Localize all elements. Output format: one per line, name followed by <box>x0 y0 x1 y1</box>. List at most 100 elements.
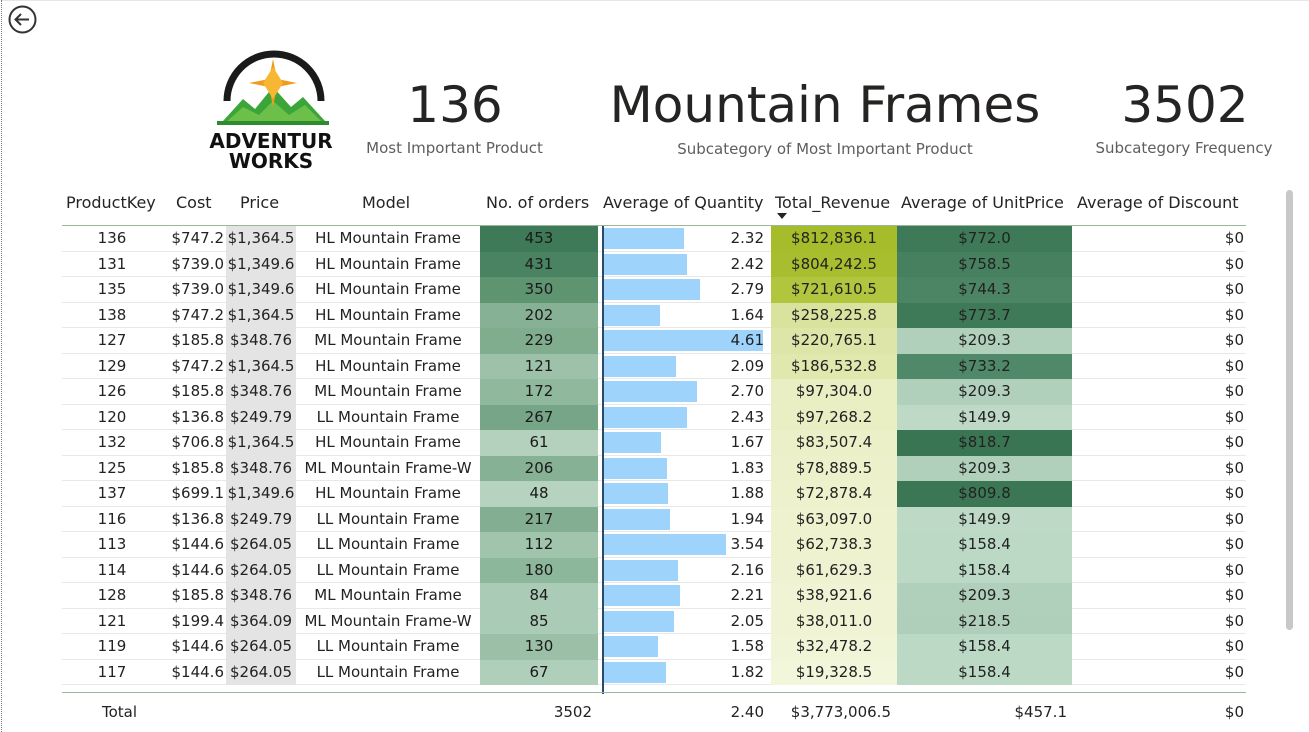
total-discount: $0 <box>1072 699 1244 725</box>
cell-productkey: 128 <box>62 583 162 609</box>
quantity-bar <box>603 279 700 300</box>
header-price[interactable]: Price <box>240 192 279 214</box>
header-cost[interactable]: Cost <box>176 192 212 214</box>
cell-average-of-discount: $0 <box>1072 226 1244 252</box>
cell-productkey: 138 <box>62 303 162 329</box>
header-no-of-orders[interactable]: No. of orders <box>486 192 589 214</box>
cell-cost: $739.0 <box>162 277 228 303</box>
cell-productkey: 116 <box>62 507 162 533</box>
table-row[interactable]: 125 $185.8 $348.76 ML Mountain Frame-W 206 1.… <box>62 456 1246 482</box>
table-row[interactable]: 128 $185.8 $348.76 ML Mountain Frame 84 2.21 $… <box>62 583 1246 609</box>
cell-productkey: 125 <box>62 456 162 482</box>
total-unitprice: $457.1 <box>897 699 1067 725</box>
header-average-of-unitprice[interactable]: Average of UnitPrice <box>901 192 1064 214</box>
arrow-left-circle-icon <box>8 5 38 35</box>
cell-model: LL Mountain Frame <box>298 532 478 558</box>
table-row[interactable]: 120 $136.8 $249.79 LL Mountain Frame 267 2.43… <box>62 405 1246 431</box>
total-label: Total <box>102 699 182 725</box>
table-row[interactable]: 138 $747.2 $1,364.5 HL Mountain Frame 202 1.6… <box>62 303 1246 329</box>
quantity-value: 2.09 <box>731 354 764 379</box>
quantity-value: 4.61 <box>731 328 764 353</box>
table-row[interactable]: 126 $185.8 $348.76 ML Mountain Frame 172 2.70… <box>62 379 1246 405</box>
cell-model: LL Mountain Frame <box>298 660 478 686</box>
cell-average-of-quantity: 2.09 <box>600 354 766 380</box>
cell-no-of-orders: 130 <box>480 634 598 660</box>
table-row[interactable]: 131 $739.0 $1,349.6 HL Mountain Frame 431 2.4… <box>62 252 1246 278</box>
cell-average-of-unitprice: $209.3 <box>897 583 1072 609</box>
cell-price: $1,364.5 <box>226 226 296 252</box>
cell-average-of-quantity: 2.43 <box>600 405 766 431</box>
table-row[interactable]: 119 $144.6 $264.05 LL Mountain Frame 130 1.58… <box>62 634 1246 660</box>
cell-no-of-orders: 61 <box>480 430 598 456</box>
quantity-bar <box>603 662 666 683</box>
table-row[interactable]: 135 $739.0 $1,349.6 HL Mountain Frame 350 2.7… <box>62 277 1246 303</box>
kpi-most-important-product-label: Most Important Product <box>352 139 557 157</box>
cell-price: $249.79 <box>226 405 296 431</box>
header-average-of-discount[interactable]: Average of Discount <box>1077 192 1239 214</box>
cell-productkey: 117 <box>62 660 162 686</box>
quantity-value: 2.21 <box>731 583 764 608</box>
cell-average-of-unitprice: $744.3 <box>897 277 1072 303</box>
header-model[interactable]: Model <box>362 192 410 214</box>
header-productkey[interactable]: ProductKey <box>66 192 156 214</box>
cell-average-of-unitprice: $809.8 <box>897 481 1072 507</box>
table-row[interactable]: 116 $136.8 $249.79 LL Mountain Frame 217 1.94… <box>62 507 1246 533</box>
table-body: 136 $747.2 $1,364.5 HL Mountain Frame 453 2.3… <box>62 226 1246 685</box>
cell-average-of-unitprice: $772.0 <box>897 226 1072 252</box>
table-row[interactable]: 113 $144.6 $264.05 LL Mountain Frame 112 3.54… <box>62 532 1246 558</box>
cell-cost: $699.1 <box>162 481 228 507</box>
table-scrollbar[interactable] <box>1286 190 1293 630</box>
cell-no-of-orders: 229 <box>480 328 598 354</box>
cell-average-of-discount: $0 <box>1072 430 1244 456</box>
cell-no-of-orders: 172 <box>480 379 598 405</box>
cell-price: $348.76 <box>226 583 296 609</box>
cell-total-revenue: $19,328.5 <box>771 660 897 686</box>
cell-average-of-unitprice: $158.4 <box>897 634 1072 660</box>
table-row[interactable]: 137 $699.1 $1,349.6 HL Mountain Frame 48 1.88… <box>62 481 1246 507</box>
table-row[interactable]: 121 $199.4 $364.09 ML Mountain Frame-W 85 2.0… <box>62 609 1246 635</box>
table-row[interactable]: 136 $747.2 $1,364.5 HL Mountain Frame 453 2.3… <box>62 226 1246 252</box>
total-quantity: 2.40 <box>602 699 764 725</box>
table-row[interactable]: 132 $706.8 $1,364.5 HL Mountain Frame 61 1.67… <box>62 430 1246 456</box>
cell-no-of-orders: 48 <box>480 481 598 507</box>
logo-text-line2: WORKS <box>209 150 333 172</box>
cell-total-revenue: $83,507.4 <box>771 430 897 456</box>
header-total-revenue[interactable]: Total_Revenue <box>775 192 890 214</box>
cell-productkey: 120 <box>62 405 162 431</box>
cell-total-revenue: $258,225.8 <box>771 303 897 329</box>
cell-total-revenue: $38,921.6 <box>771 583 897 609</box>
cell-cost: $185.8 <box>162 379 228 405</box>
quantity-bar <box>603 458 667 479</box>
table-row[interactable]: 117 $144.6 $264.05 LL Mountain Frame 67 1.82 $… <box>62 660 1246 686</box>
cell-no-of-orders: 267 <box>480 405 598 431</box>
table-row[interactable]: 127 $185.8 $348.76 ML Mountain Frame 229 4.61… <box>62 328 1246 354</box>
cell-no-of-orders: 180 <box>480 558 598 584</box>
quantity-bar <box>603 254 687 275</box>
cell-average-of-discount: $0 <box>1072 481 1244 507</box>
header-average-of-quantity[interactable]: Average of Quantity <box>603 192 763 214</box>
cell-productkey: 114 <box>62 558 162 584</box>
cell-cost: $747.2 <box>162 354 228 380</box>
cell-model: HL Mountain Frame <box>298 481 478 507</box>
cell-no-of-orders: 453 <box>480 226 598 252</box>
cell-average-of-unitprice: $773.7 <box>897 303 1072 329</box>
cell-no-of-orders: 431 <box>480 252 598 278</box>
cell-cost: $144.6 <box>162 558 228 584</box>
quantity-bar <box>603 305 660 326</box>
cell-cost: $185.8 <box>162 456 228 482</box>
quantity-value: 1.67 <box>731 430 764 455</box>
cell-price: $1,349.6 <box>226 277 296 303</box>
kpi-subcategory-label: Subcategory of Most Important Product <box>660 140 990 158</box>
quantity-bar <box>603 611 674 632</box>
table-row[interactable]: 114 $144.6 $264.05 LL Mountain Frame 180 2.16… <box>62 558 1246 584</box>
cell-model: ML Mountain Frame <box>298 328 478 354</box>
cell-average-of-unitprice: $758.5 <box>897 252 1072 278</box>
cell-no-of-orders: 121 <box>480 354 598 380</box>
cell-total-revenue: $72,878.4 <box>771 481 897 507</box>
table-row[interactable]: 129 $747.2 $1,364.5 HL Mountain Frame 121 2.0… <box>62 354 1246 380</box>
back-button[interactable] <box>8 5 36 33</box>
cell-productkey: 126 <box>62 379 162 405</box>
cell-average-of-unitprice: $218.5 <box>897 609 1072 635</box>
cell-model: ML Mountain Frame <box>298 583 478 609</box>
quantity-value: 2.05 <box>731 609 764 634</box>
